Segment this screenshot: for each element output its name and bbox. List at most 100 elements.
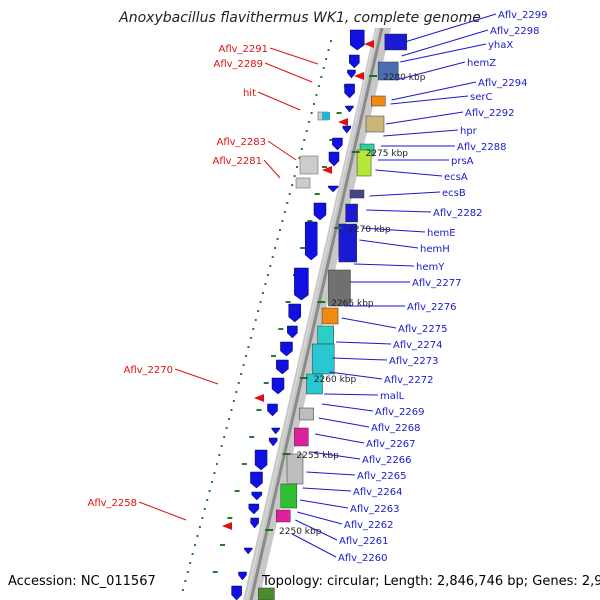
orf-mark-45: [249, 337, 252, 339]
orf-mark-14: [305, 130, 308, 132]
kbp-tick-4: [317, 301, 326, 303]
orf-mark-26: [283, 211, 286, 213]
orf-mark-33: [271, 256, 274, 258]
feature-block-9: [338, 223, 358, 263]
kbp-label-6: 2255 kbp: [296, 451, 339, 461]
orf-mark-69: [206, 499, 209, 501]
gene-label-hit: hit: [243, 88, 256, 99]
orf-mark-46: [247, 346, 250, 348]
forward-gene-17: [271, 377, 285, 395]
connector-right-21: [332, 357, 388, 361]
feature-block-15: [299, 407, 314, 421]
connector-right-33: [291, 533, 337, 558]
orf-mark-5: [322, 67, 325, 69]
reverse-gene-6: [222, 522, 232, 530]
connector-right-20: [336, 341, 392, 345]
orf-mark-37: [264, 283, 267, 285]
kbp-tick-6: [282, 453, 291, 455]
reverse-gene-5: [254, 394, 264, 402]
orf-mark-65: [213, 472, 216, 474]
orf-mark-29: [279, 229, 282, 231]
forward-gene-11: [304, 221, 318, 261]
orf-mark-20: [322, 166, 328, 168]
orf-mark-19: [296, 166, 299, 168]
forward-gene-23: [251, 491, 263, 501]
gene-label-prsa: prsA: [451, 156, 474, 167]
orf-mark-39: [259, 301, 262, 303]
reverse-gene-4: [322, 166, 332, 174]
gene-label-aflv-2281: Aflv_2281: [212, 156, 262, 167]
feature-block-10: [328, 269, 351, 307]
connector-left-3: [257, 91, 301, 111]
forward-gene-16: [276, 359, 289, 375]
orf-mark-30: [276, 238, 279, 240]
orf-mark-66: [211, 481, 214, 483]
orf-mark-62: [218, 454, 221, 456]
feature-block-1: [384, 33, 408, 51]
orf-mark-42: [254, 319, 257, 321]
forward-gene-4: [344, 83, 355, 99]
orf-mark-73: [198, 526, 201, 528]
connector-right-4: [395, 61, 466, 81]
orf-mark-67: [208, 490, 211, 492]
forward-gene-21: [254, 449, 268, 471]
forward-gene-6: [342, 125, 352, 134]
gene-label-aflv-2275: Aflv_2275: [398, 324, 448, 335]
orf-mark-23: [288, 193, 291, 195]
feature-block-7: [349, 189, 365, 199]
forward-gene-8: [328, 151, 340, 167]
orf-mark-1: [330, 40, 332, 42]
forward-gene-24: [248, 503, 260, 515]
orf-mark-81: [184, 580, 187, 582]
feature-block-18: [280, 483, 298, 509]
orf-mark-52: [263, 382, 269, 384]
orf-mark-68: [234, 490, 240, 492]
connector-right-14: [362, 227, 426, 233]
grey-feature-1: [299, 155, 319, 175]
connector-right-31: [297, 511, 343, 525]
connector-right-12: [369, 191, 441, 197]
orf-mark-27: [281, 220, 284, 222]
gene-label-aflv-2282: Aflv_2282: [433, 208, 483, 219]
connector-right-23: [324, 393, 379, 396]
gene-label-aflv-2294: Aflv_2294: [478, 78, 528, 89]
connector-right-11: [375, 169, 443, 177]
orf-mark-28: [307, 220, 313, 222]
backbone: [243, 27, 391, 600]
connector-right-16: [353, 263, 415, 267]
forward-gene-2: [349, 54, 360, 69]
accession-text: Accession: NC_011567: [8, 574, 156, 589]
connector-right-27: [310, 451, 361, 460]
connector-right-24: [321, 403, 374, 412]
orf-mark-38: [262, 292, 265, 294]
orf-marks: [181, 40, 357, 591]
connector-right-15: [359, 239, 419, 249]
orf-mark-18: [298, 157, 301, 159]
connector-left-1: [269, 47, 319, 65]
connector-left-5: [263, 159, 281, 179]
gene-label-aflv-2291: Aflv_2291: [218, 44, 268, 55]
connector-right-29: [302, 487, 352, 492]
orf-mark-78: [189, 562, 192, 564]
connector-left-6: [174, 368, 219, 385]
orf-mark-60: [249, 436, 255, 438]
connector-right-13: [366, 209, 432, 213]
orf-mark-56: [256, 409, 262, 411]
kbp-tick-5: [299, 377, 308, 379]
reverse-gene-3: [338, 118, 348, 126]
gene-label-aflv-2269: Aflv_2269: [375, 407, 425, 418]
feature-block-4: [365, 115, 385, 133]
gene-label-aflv-2272: Aflv_2272: [384, 375, 434, 386]
gene-labels-right: Aflv_2299 Aflv_2298 yhaX hemZ Aflv_2294 serC A…: [338, 10, 548, 564]
orf-mark-3: [325, 58, 328, 60]
orf-mark-59: [223, 436, 226, 438]
connector-right-19: [341, 317, 397, 329]
kbp-label-4: 2265 kbp: [331, 299, 374, 309]
orf-mark-10: [313, 103, 316, 105]
gene-label-serc: serC: [470, 92, 492, 103]
connector-right-32: [295, 519, 338, 541]
gene-label-aflv-2258: Aflv_2258: [87, 498, 137, 509]
forward-gene-22: [250, 471, 263, 489]
orf-mark-79: [186, 571, 189, 573]
orf-mark-80: [212, 571, 218, 573]
